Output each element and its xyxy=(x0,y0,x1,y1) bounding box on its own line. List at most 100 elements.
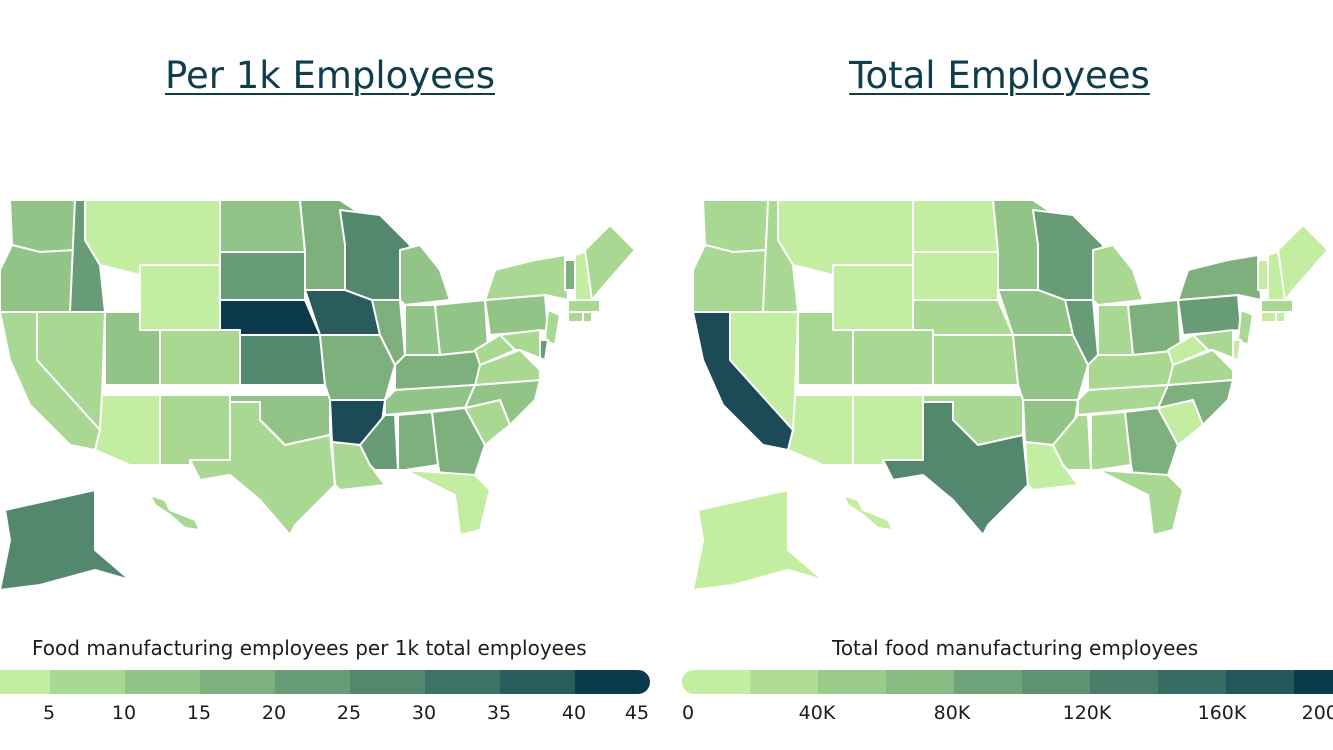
legend-tick-label: 30 xyxy=(411,702,437,724)
legend-tick-label: 15 xyxy=(186,702,212,724)
legend-swatch xyxy=(1090,670,1158,694)
state-de[interactable] xyxy=(1232,339,1242,361)
legend-tick-label: 45 xyxy=(624,702,650,724)
state-az[interactable] xyxy=(787,394,854,466)
states-group xyxy=(0,199,636,591)
state-ri[interactable] xyxy=(582,311,593,323)
state-ma[interactable] xyxy=(1260,299,1294,313)
state-pa[interactable] xyxy=(484,294,549,336)
state-mo[interactable] xyxy=(1012,334,1089,401)
state-ks[interactable] xyxy=(239,334,326,386)
state-ky[interactable] xyxy=(1087,349,1182,391)
state-vt[interactable] xyxy=(564,259,576,291)
legend-swatch xyxy=(818,670,886,694)
state-wy[interactable] xyxy=(139,264,221,331)
us-choropleth-map xyxy=(0,199,636,591)
us-choropleth-map xyxy=(692,199,1329,591)
state-ny[interactable] xyxy=(1177,254,1262,301)
state-ne[interactable] xyxy=(219,299,321,336)
state-pa[interactable] xyxy=(1177,294,1242,336)
legend-ticks: 5 10 15 20 25 30 35 40 45 xyxy=(0,702,660,728)
legend-swatch xyxy=(125,670,200,694)
state-wa[interactable] xyxy=(9,199,76,253)
states-group xyxy=(692,199,1329,591)
legend-tick-label: 40 xyxy=(561,702,587,724)
state-ks[interactable] xyxy=(932,334,1019,386)
state-ri[interactable] xyxy=(1275,311,1286,323)
state-mi[interactable] xyxy=(399,244,451,306)
legend-swatch xyxy=(1158,670,1226,694)
state-wa[interactable] xyxy=(702,199,769,253)
state-az[interactable] xyxy=(94,394,161,466)
state-or[interactable] xyxy=(692,244,769,313)
state-mt[interactable] xyxy=(84,199,221,276)
state-fl[interactable] xyxy=(404,469,491,536)
state-co[interactable] xyxy=(852,329,934,386)
state-ct[interactable] xyxy=(567,311,584,323)
legend-tick-label: 160K xyxy=(1197,702,1247,724)
state-fl[interactable] xyxy=(1097,469,1184,536)
state-al[interactable] xyxy=(1090,411,1132,471)
state-md[interactable] xyxy=(1192,329,1234,359)
state-hi[interactable] xyxy=(842,494,894,531)
state-nj[interactable] xyxy=(1237,309,1254,346)
legend-tick-label: 40K xyxy=(798,702,836,724)
state-ne[interactable] xyxy=(912,299,1014,336)
state-me[interactable] xyxy=(584,224,636,301)
legend-tick-label: 20 xyxy=(261,702,287,724)
legend-swatch xyxy=(1294,670,1333,694)
legend-swatch xyxy=(50,670,125,694)
state-vt[interactable] xyxy=(1257,259,1269,291)
legend-tick-label: 200K xyxy=(1301,702,1333,724)
legend-swatch xyxy=(682,670,750,694)
state-ma[interactable] xyxy=(567,299,601,313)
state-or[interactable] xyxy=(0,244,76,313)
legend-color-bar xyxy=(0,670,650,694)
legend-swatch xyxy=(425,670,500,694)
legend-tick-label: 120K xyxy=(1062,702,1112,724)
legend-tick-label: 10 xyxy=(111,702,137,724)
state-wy[interactable] xyxy=(832,264,914,331)
legend-swatch xyxy=(886,670,954,694)
state-nd[interactable] xyxy=(912,199,999,253)
legend-color-bar xyxy=(682,670,1333,694)
state-nd[interactable] xyxy=(219,199,306,253)
state-va[interactable] xyxy=(474,349,541,386)
legend-tick-label: 25 xyxy=(336,702,362,724)
state-hi[interactable] xyxy=(149,494,201,531)
legend-tick-label: 0 xyxy=(681,702,695,724)
state-ny[interactable] xyxy=(484,254,569,301)
state-me[interactable] xyxy=(1277,224,1329,301)
legend-swatch xyxy=(275,670,350,694)
legend-swatch xyxy=(575,670,650,694)
state-nm[interactable] xyxy=(852,394,924,466)
legend-swatch xyxy=(1022,670,1090,694)
state-al[interactable] xyxy=(397,411,439,471)
map-panel-per-1k: Per 1k Employees Food manufacturing empl… xyxy=(0,0,660,750)
map-title: Per 1k Employees xyxy=(165,54,495,97)
legend-tick-label: 80K xyxy=(933,702,971,724)
state-va[interactable] xyxy=(1167,349,1234,386)
state-mo[interactable] xyxy=(319,334,396,401)
state-nj[interactable] xyxy=(544,309,561,346)
state-de[interactable] xyxy=(539,339,549,361)
state-mi[interactable] xyxy=(1092,244,1144,306)
legend-tick-label: 5 xyxy=(42,702,56,724)
state-ak[interactable] xyxy=(692,489,824,591)
legend-swatch xyxy=(350,670,425,694)
state-ct[interactable] xyxy=(1260,311,1277,323)
state-ky[interactable] xyxy=(394,349,489,391)
state-md[interactable] xyxy=(499,329,541,359)
state-nm[interactable] xyxy=(159,394,231,466)
legend-tick-label: 35 xyxy=(486,702,512,724)
legend-swatch xyxy=(954,670,1022,694)
state-co[interactable] xyxy=(159,329,241,386)
legend-swatch xyxy=(750,670,818,694)
state-ak[interactable] xyxy=(0,489,131,591)
map-title: Total Employees xyxy=(849,54,1150,97)
legend-swatch xyxy=(200,670,275,694)
state-mt[interactable] xyxy=(777,199,914,276)
state-sd[interactable] xyxy=(219,251,306,301)
map-panel-total: Total Employees Total food manufacturing… xyxy=(666,0,1333,750)
state-sd[interactable] xyxy=(912,251,999,301)
